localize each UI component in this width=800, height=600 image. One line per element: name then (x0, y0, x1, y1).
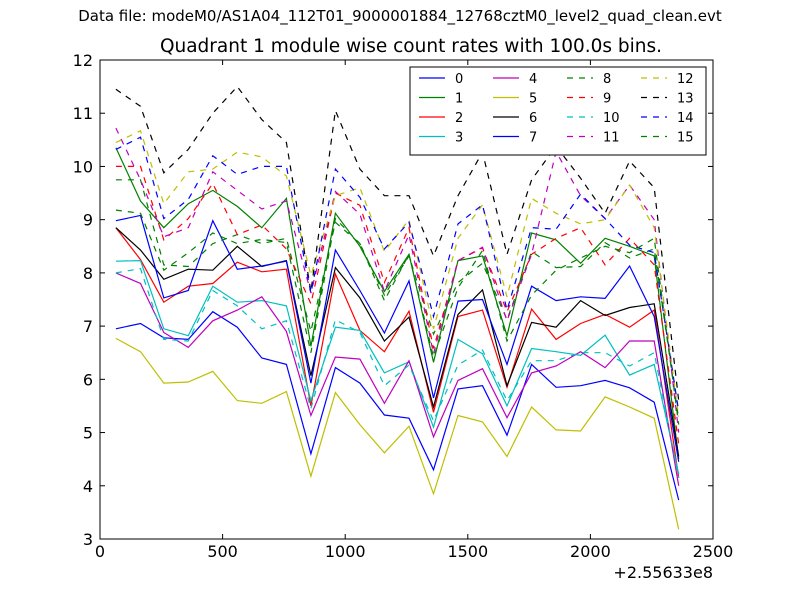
series-line-2 (115, 227, 680, 478)
x-tick-label: 1500 (447, 542, 488, 561)
y-tick-label: 11 (73, 104, 93, 123)
x-offset-label: +2.55633e8 (613, 563, 713, 582)
x-tick-label: 1000 (325, 542, 366, 561)
legend-label-7: 7 (529, 131, 537, 146)
y-tick-label: 6 (83, 370, 93, 389)
series-line-4 (115, 272, 680, 486)
series-line-9 (115, 165, 680, 445)
legend-label-13: 13 (677, 92, 694, 107)
legend-label-8: 8 (603, 72, 611, 87)
legend-label-3: 3 (455, 131, 463, 146)
series-line-13 (115, 85, 680, 401)
y-tick-label: 9 (83, 211, 93, 230)
legend-label-15: 15 (677, 131, 694, 146)
legend-label-0: 0 (455, 72, 463, 87)
series-line-5 (115, 337, 680, 530)
y-tick-label: 10 (73, 157, 93, 176)
legend-label-14: 14 (677, 111, 694, 126)
chart-title: Quadrant 1 module wise count rates with … (159, 36, 663, 57)
series-layer (115, 85, 680, 530)
legend-frame (409, 66, 707, 156)
series-line-14 (115, 136, 680, 412)
series-line-12 (115, 129, 680, 417)
series-line-7 (115, 214, 680, 462)
series-line-0 (115, 310, 680, 501)
series-line-3 (115, 259, 680, 475)
y-tick-label: 8 (83, 264, 93, 283)
x-tick-label: 0 (95, 542, 105, 561)
series-line-8 (115, 179, 680, 420)
y-tick-label: 12 (73, 51, 93, 70)
y-tick-label: 7 (83, 317, 93, 336)
legend-label-10: 10 (603, 111, 620, 126)
legend-label-4: 4 (529, 72, 537, 87)
legend-label-9: 9 (603, 92, 611, 107)
x-tick-label: 500 (207, 542, 238, 561)
y-tick-label: 4 (83, 477, 93, 496)
series-line-15 (115, 209, 680, 425)
legend-label-5: 5 (529, 92, 537, 107)
legend-label-2: 2 (455, 111, 463, 126)
series-line-10 (115, 267, 680, 478)
x-tick-label: 2500 (693, 542, 734, 561)
y-tick-label: 3 (83, 530, 93, 549)
plot-frame (99, 59, 714, 540)
legend-label-1: 1 (455, 92, 463, 107)
data-file-label: Data file: modeM0/AS1A04_112T01_90000018… (78, 7, 722, 25)
legend-label-11: 11 (603, 131, 620, 146)
legend-label-6: 6 (529, 111, 537, 126)
y-tick-label: 5 (83, 424, 93, 443)
series-line-6 (115, 227, 680, 457)
legend-label-12: 12 (677, 72, 694, 87)
series-line-11 (115, 127, 680, 433)
x-tick-label: 2000 (570, 542, 611, 561)
series-line-1 (115, 147, 680, 460)
